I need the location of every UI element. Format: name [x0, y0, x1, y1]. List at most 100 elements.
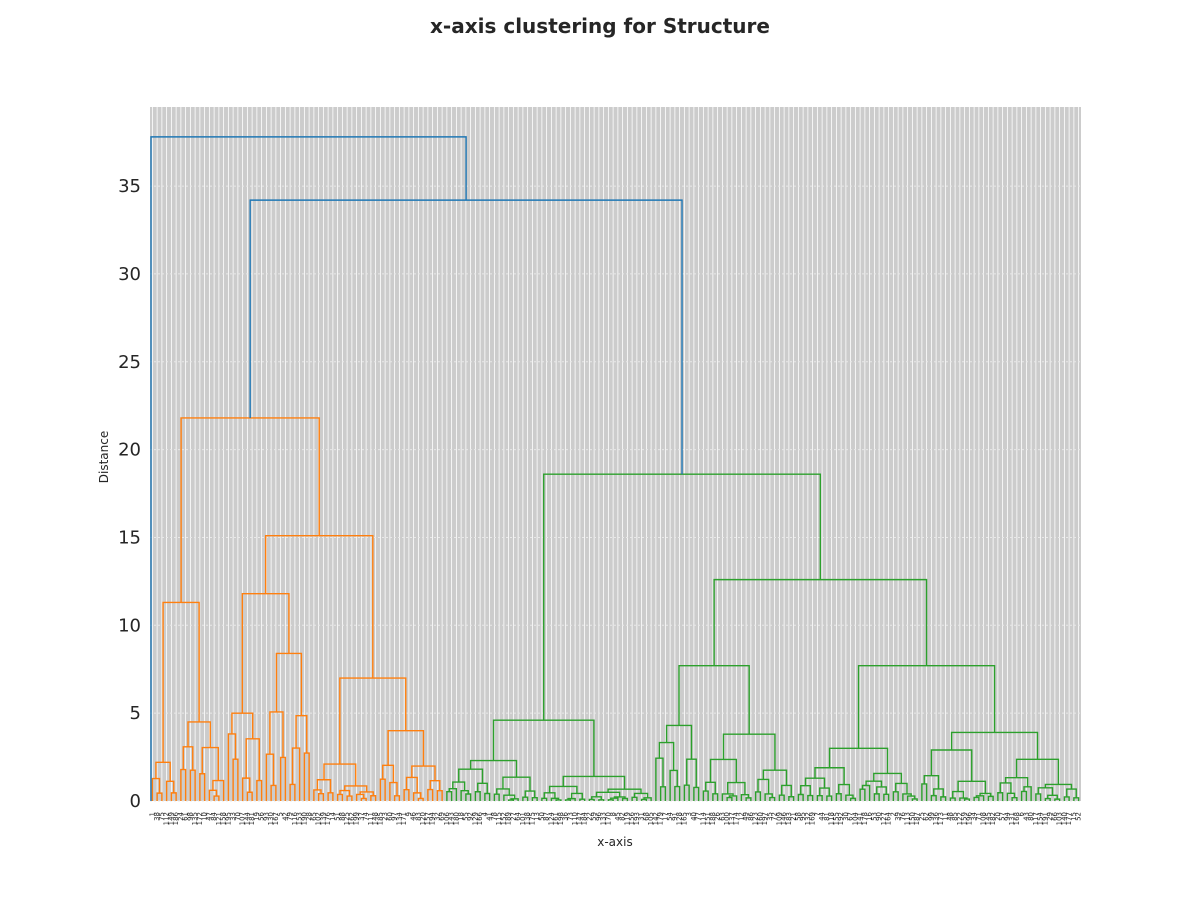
leaf-label: 54 — [666, 811, 674, 820]
leaf-label: 182 — [989, 812, 997, 825]
leaf-label: 104 — [851, 811, 859, 825]
dendrogram-link — [465, 793, 472, 801]
leaf-label: 153 — [296, 812, 304, 825]
dendrogram-link — [265, 753, 275, 801]
dendrogram-link — [826, 795, 833, 801]
leaf-label: 8 — [609, 812, 617, 816]
x-gridlines — [151, 107, 1080, 801]
leaf-label: 188 — [709, 812, 717, 825]
leaf-label: 183 — [785, 812, 793, 825]
leaf-label: 196 — [965, 811, 973, 825]
leaf-label: 157 — [424, 812, 432, 825]
leaf-label: 63 — [718, 812, 726, 821]
leaf-label: 175 — [528, 812, 536, 825]
leaf-label: 91 — [671, 812, 679, 821]
dendrogram-link — [906, 795, 916, 801]
dendrogram-link — [778, 794, 785, 801]
leaf-label: 61 — [182, 812, 190, 821]
leaf-label: 25 — [918, 812, 926, 821]
dendrogram-link — [595, 791, 621, 797]
leaf-label: 114 — [699, 811, 707, 825]
dendrogram-link — [339, 789, 351, 797]
dendrogram-link — [911, 798, 918, 801]
y-axis-ticks: 0 5 10 15 20 25 30 35 — [118, 176, 141, 812]
dendrogram-link — [788, 796, 795, 801]
leaf-label: 191 — [1041, 812, 1049, 825]
leaf-label: 60 — [386, 812, 394, 821]
dendrogram-link — [705, 781, 716, 794]
leaf-label: 95 — [799, 812, 807, 821]
leaf-label: 139 — [319, 812, 327, 825]
leaf-label: 66 — [1051, 811, 1059, 820]
leaf-label: 94 — [1003, 811, 1011, 820]
leaf-label: 195 — [224, 812, 232, 825]
dendrogram-link — [883, 793, 890, 801]
leaf-label: 177 — [1065, 812, 1073, 825]
dendrogram-link — [458, 768, 484, 784]
leaf-label: 199 — [353, 812, 361, 825]
leaf-label: 55 — [462, 812, 470, 821]
dendrogram-link — [621, 797, 629, 801]
dendrogram-link — [359, 791, 374, 796]
dendrogram-link — [728, 795, 738, 801]
leaf-label: 5 — [277, 812, 285, 816]
leaf-label: 184 — [581, 811, 589, 825]
leaf-label: 21 — [790, 812, 798, 821]
leaf-label: 83 — [414, 812, 422, 821]
leaf-label: 151 — [704, 812, 712, 825]
leaf-label: 70 — [234, 812, 242, 821]
dendrogram-link — [781, 784, 792, 797]
dendrogram-link — [295, 714, 308, 754]
dendrogram-link — [659, 786, 667, 801]
leaf-label: 102 — [315, 812, 323, 825]
leaf-label: 173 — [937, 812, 945, 825]
dendrogram-link — [562, 775, 626, 790]
leaf-label: 88 — [338, 812, 346, 821]
leaf-label: 43 — [1022, 812, 1030, 821]
leaf-label: 131 — [1008, 812, 1016, 825]
dendrogram-link — [496, 788, 510, 796]
dendrogram-link — [1063, 796, 1070, 801]
leaf-label: 79 — [286, 812, 294, 821]
dendrogram-link — [469, 759, 518, 778]
leaf-label: 150 — [908, 812, 916, 825]
leaf-label: 56 — [258, 811, 266, 820]
leaf-label: 179 — [657, 812, 665, 825]
dendrogram-link — [316, 779, 332, 793]
leaf-label: 85 — [951, 812, 959, 821]
leaf-label: 145 — [984, 812, 992, 825]
leaf-label: 24 — [177, 811, 185, 820]
dendrogram-link — [405, 776, 418, 793]
dendrogram-link — [740, 794, 750, 801]
leaf-label: 169 — [809, 812, 817, 825]
leaf-label: 72 — [771, 812, 779, 821]
leaf-label: 80 — [1027, 812, 1035, 821]
leaf-label: 123 — [752, 812, 760, 825]
leaf-label: 86 — [747, 811, 755, 820]
leaf-label: 122 — [956, 812, 964, 825]
leaf-label: 147 — [576, 812, 584, 825]
leaf-label: 172 — [196, 812, 204, 825]
dendrogram-link — [524, 790, 536, 798]
dendrogram-link — [379, 778, 386, 801]
leaf-label: 134 — [395, 811, 403, 825]
y-tick-label: 0 — [130, 791, 141, 812]
leaf-label: 116 — [291, 811, 299, 825]
leaf-label: 142 — [652, 812, 660, 825]
dendrogram-link — [713, 578, 928, 666]
dendrogram-link — [757, 778, 770, 794]
leaf-label: 127 — [880, 812, 888, 825]
leaf-label: 82 — [619, 812, 627, 821]
leaf-label: 4 — [481, 811, 489, 816]
dendrogram-link — [940, 796, 947, 801]
dendrogram-link — [702, 790, 709, 801]
leaf-label: 110 — [571, 812, 579, 825]
leaf-label: 9 — [405, 812, 413, 816]
dendrogram-link — [658, 741, 675, 771]
leaf-label: 198 — [557, 812, 565, 825]
dendrogram-link — [336, 793, 344, 801]
leaf-label: 64 — [514, 811, 522, 820]
dendrogram-link — [187, 721, 211, 748]
leaf-label: 97 — [391, 812, 399, 821]
leaf-label: 69 — [438, 812, 446, 821]
